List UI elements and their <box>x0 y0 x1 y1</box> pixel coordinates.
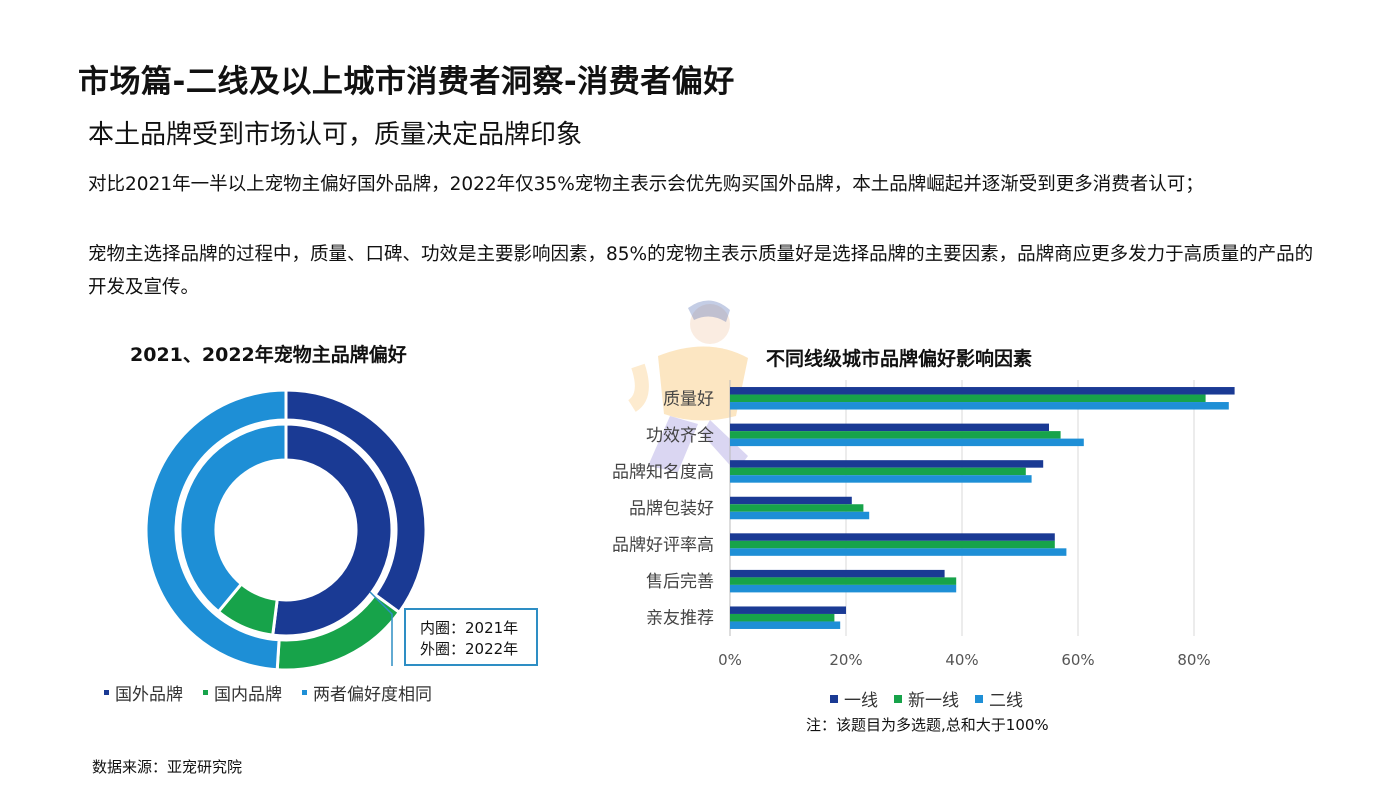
y-category-label: 品牌包装好 <box>629 499 714 519</box>
bar-6-2 <box>730 621 841 629</box>
bar-5-2 <box>730 584 957 593</box>
y-category-label: 品牌好评率高 <box>612 536 714 556</box>
y-category-label: 功效齐全 <box>646 426 714 446</box>
ring-annotation-box: 内圈：2021年 外圈：2022年 <box>404 608 538 666</box>
legend-item-new-tier1: 新一线 <box>894 686 959 711</box>
y-category-label: 售后完善 <box>646 572 714 592</box>
bar-3-0 <box>730 496 852 505</box>
legend-swatch <box>894 694 902 703</box>
legend-label: 新一线 <box>908 691 959 711</box>
x-tick-label: 20% <box>829 651 862 669</box>
data-source: 数据来源：亚宠研究院 <box>92 758 243 776</box>
legend-item-tier1: 一线 <box>830 686 878 711</box>
bar-6-1 <box>730 613 835 622</box>
legend-item-foreign: 国外品牌 <box>104 680 183 705</box>
x-tick-label: 0% <box>718 651 742 669</box>
x-tick-label: 80% <box>1177 651 1210 669</box>
bar-4-1 <box>730 540 1055 549</box>
donut-inner-slice-0 <box>271 422 394 638</box>
y-category-label: 质量好 <box>663 389 714 409</box>
donut-outer-slice-2 <box>144 388 288 672</box>
legend-item-tier2: 二线 <box>975 686 1023 711</box>
legend-label: 两者偏好度相同 <box>313 685 432 705</box>
insight-paragraph-2: 宠物主选择品牌的过程中，质量、口碑、功效是主要影响因素，85%的宠物主表示质量好… <box>88 244 1314 298</box>
bar-2-1 <box>730 467 1026 476</box>
insight-paragraph-1: 对比2021年一半以上宠物主偏好国外品牌，2022年仅35%宠物主表示会优先购买… <box>88 174 1204 195</box>
legend-label: 二线 <box>989 691 1023 711</box>
bar-1-1 <box>730 431 1061 439</box>
bar-6-0 <box>730 606 846 614</box>
x-tick-label: 40% <box>945 651 978 669</box>
bar-0-2 <box>730 402 1229 410</box>
bar-chart-footnote: 注：该题目为多选题,总和大于100% <box>806 716 1049 734</box>
inner-ring-note: 内圈：2021年 <box>420 619 519 637</box>
x-tick-label: 60% <box>1061 651 1094 669</box>
y-category-label: 亲友推荐 <box>646 609 714 629</box>
legend-swatch <box>975 694 983 703</box>
legend-swatch <box>104 690 109 695</box>
bar-5-0 <box>730 569 945 578</box>
donut-chart-title: 2021、2022年宠物主品牌偏好 <box>130 344 407 366</box>
outer-ring-note: 外圈：2022年 <box>420 640 519 658</box>
bar-1-2 <box>730 438 1084 447</box>
bar-chart-title: 不同线级城市品牌偏好影响因素 <box>766 348 1033 370</box>
legend-label: 一线 <box>844 691 878 711</box>
legend-label: 国外品牌 <box>115 685 183 705</box>
bar-0-0 <box>730 387 1235 395</box>
legend-swatch <box>203 690 208 695</box>
bar-5-1 <box>730 577 957 585</box>
page-subtitle: 本土品牌受到市场认可，质量决定品牌印象 <box>88 120 583 150</box>
bar-3-1 <box>730 504 864 512</box>
annotation-leader-line <box>369 591 393 666</box>
legend-item-domestic: 国内品牌 <box>203 680 282 705</box>
donut-inner-slice-2 <box>178 422 288 614</box>
y-category-label: 品牌知名度高 <box>612 462 714 482</box>
decorative-figure-illustration <box>627 300 748 472</box>
legend-item-both: 两者偏好度相同 <box>302 680 432 705</box>
bar-0-1 <box>730 394 1206 403</box>
bar-3-2 <box>730 511 870 520</box>
bar-4-2 <box>730 548 1067 556</box>
page-title: 市场篇-二线及以上城市消费者洞察-消费者偏好 <box>78 64 735 100</box>
legend-label: 国内品牌 <box>214 685 282 705</box>
bar-legend: 一线 新一线 二线 <box>830 686 1023 711</box>
donut-legend: 国外品牌 国内品牌 两者偏好度相同 <box>104 680 432 705</box>
bar-2-2 <box>730 475 1032 483</box>
bar-2-0 <box>730 460 1044 468</box>
legend-swatch <box>302 690 307 695</box>
bar-1-0 <box>730 423 1049 432</box>
legend-swatch <box>830 694 838 703</box>
bar-4-0 <box>730 533 1055 541</box>
